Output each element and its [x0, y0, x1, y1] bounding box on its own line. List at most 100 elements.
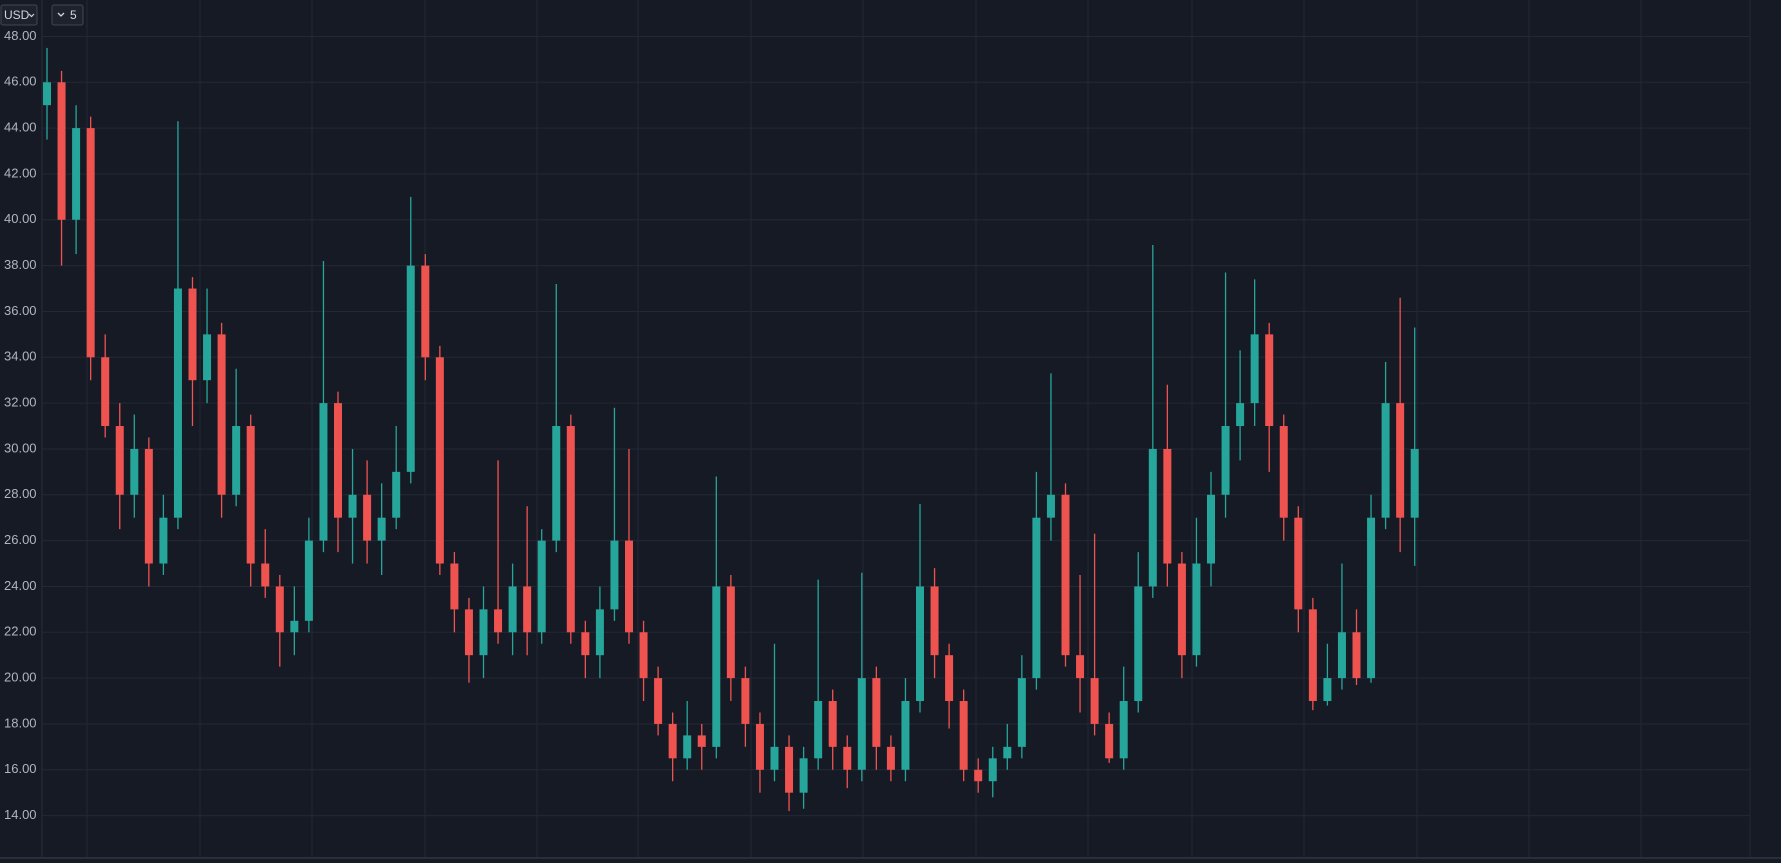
candle-body [523, 586, 532, 633]
candle-body [1323, 678, 1332, 702]
candle-body [406, 265, 415, 472]
y-tick-label: 18.00 [4, 715, 37, 730]
candles [43, 47, 1419, 812]
candle-body [246, 426, 255, 564]
vertical-grid [86, 0, 1751, 858]
candle-body [421, 265, 430, 358]
candle-body [1207, 494, 1215, 564]
candle-body [770, 746, 779, 770]
candle-body [625, 540, 633, 633]
candle-body [537, 540, 546, 633]
candle-body [232, 426, 241, 495]
candle-body [1381, 403, 1390, 518]
candle-body [1032, 517, 1041, 679]
candle-body [275, 586, 284, 633]
candle-body [130, 448, 139, 495]
y-tick-label: 36.00 [4, 303, 37, 318]
y-tick-label: 26.00 [4, 532, 37, 547]
candle-body [1090, 678, 1099, 724]
candle-body [304, 540, 313, 621]
candle-body [668, 723, 677, 759]
candle-body [828, 701, 837, 747]
candle-body [741, 678, 750, 724]
candle-body [581, 632, 590, 656]
candle-body [843, 746, 852, 770]
candle-body [334, 403, 342, 518]
candle-body [173, 288, 182, 518]
currency-label: USD [4, 8, 30, 22]
y-tick-label: 48.00 [4, 28, 37, 43]
candle-body [1148, 448, 1157, 587]
currency-button[interactable] [0, 4, 38, 26]
candle-body [726, 586, 735, 679]
indicator-count: 5 [70, 8, 77, 22]
candle-body [1279, 426, 1288, 518]
y-tick-label: 38.00 [4, 257, 37, 272]
candle-body [188, 288, 197, 381]
candle-body [1221, 426, 1230, 495]
candle-body [1134, 586, 1143, 702]
candle-body [203, 334, 212, 381]
candle-body [886, 746, 895, 770]
y-tick-label: 46.00 [4, 74, 37, 89]
candle-body [115, 426, 124, 495]
candle-body [1367, 517, 1376, 679]
y-tick-label: 34.00 [4, 349, 37, 364]
candle-body [974, 769, 983, 782]
y-tick-label: 20.00 [4, 670, 37, 685]
candle-body [639, 632, 648, 679]
y-tick-label: 28.00 [4, 486, 37, 501]
candle-body [945, 655, 954, 702]
currency-chevron [28, 13, 35, 18]
candle-body [1352, 632, 1361, 679]
candle-body [1061, 494, 1070, 656]
candle-body [144, 448, 153, 564]
candle-body [508, 586, 517, 633]
y-tick-label: 42.00 [4, 165, 37, 180]
candle-body [43, 82, 51, 106]
candle-body [57, 82, 66, 220]
indicator-toggle[interactable] [51, 4, 84, 26]
y-axis: 14.00 16.00 18.00 20.00 22.00 24.00 26.00 28.00… [4, 28, 37, 822]
y-tick-label: 32.00 [4, 395, 37, 410]
candle-body [1192, 563, 1201, 656]
toggle-chevron [57, 12, 65, 17]
y-tick-label: 30.00 [4, 440, 37, 455]
candle-body [217, 334, 226, 495]
candle-body [988, 758, 997, 782]
y-tick-label: 44.00 [4, 120, 37, 135]
candle-body [814, 701, 823, 759]
candle-body [654, 678, 663, 724]
candle-body [377, 517, 386, 541]
y-tick-label: 40.00 [4, 211, 37, 226]
horizontal-grid [42, 35, 1750, 817]
candle-body [1396, 403, 1405, 518]
candle-body [494, 609, 503, 633]
candle-body [1410, 448, 1419, 518]
candle-body [916, 586, 924, 702]
candle-body [857, 678, 866, 770]
candle-body [1076, 655, 1085, 679]
candle-body [1337, 632, 1346, 679]
candle-body [464, 609, 473, 656]
candle-body [799, 758, 808, 793]
candle-body [1265, 334, 1274, 427]
candle-body [86, 128, 95, 358]
candle-body [1236, 403, 1245, 427]
candle-body [697, 735, 706, 747]
candle-body [901, 701, 910, 770]
candle-body [1294, 517, 1303, 610]
candle-body [712, 586, 721, 747]
candle-body [450, 563, 459, 610]
candle-body [566, 426, 575, 633]
candle-body [959, 701, 968, 770]
candle-body [610, 540, 619, 610]
y-tick-label: 14.00 [4, 807, 37, 822]
candle-body [319, 403, 328, 541]
candle-body [552, 426, 561, 541]
candle-body [872, 678, 881, 747]
candle-body [1163, 448, 1172, 564]
candle-body [1105, 723, 1114, 759]
candle-body [1308, 609, 1317, 702]
